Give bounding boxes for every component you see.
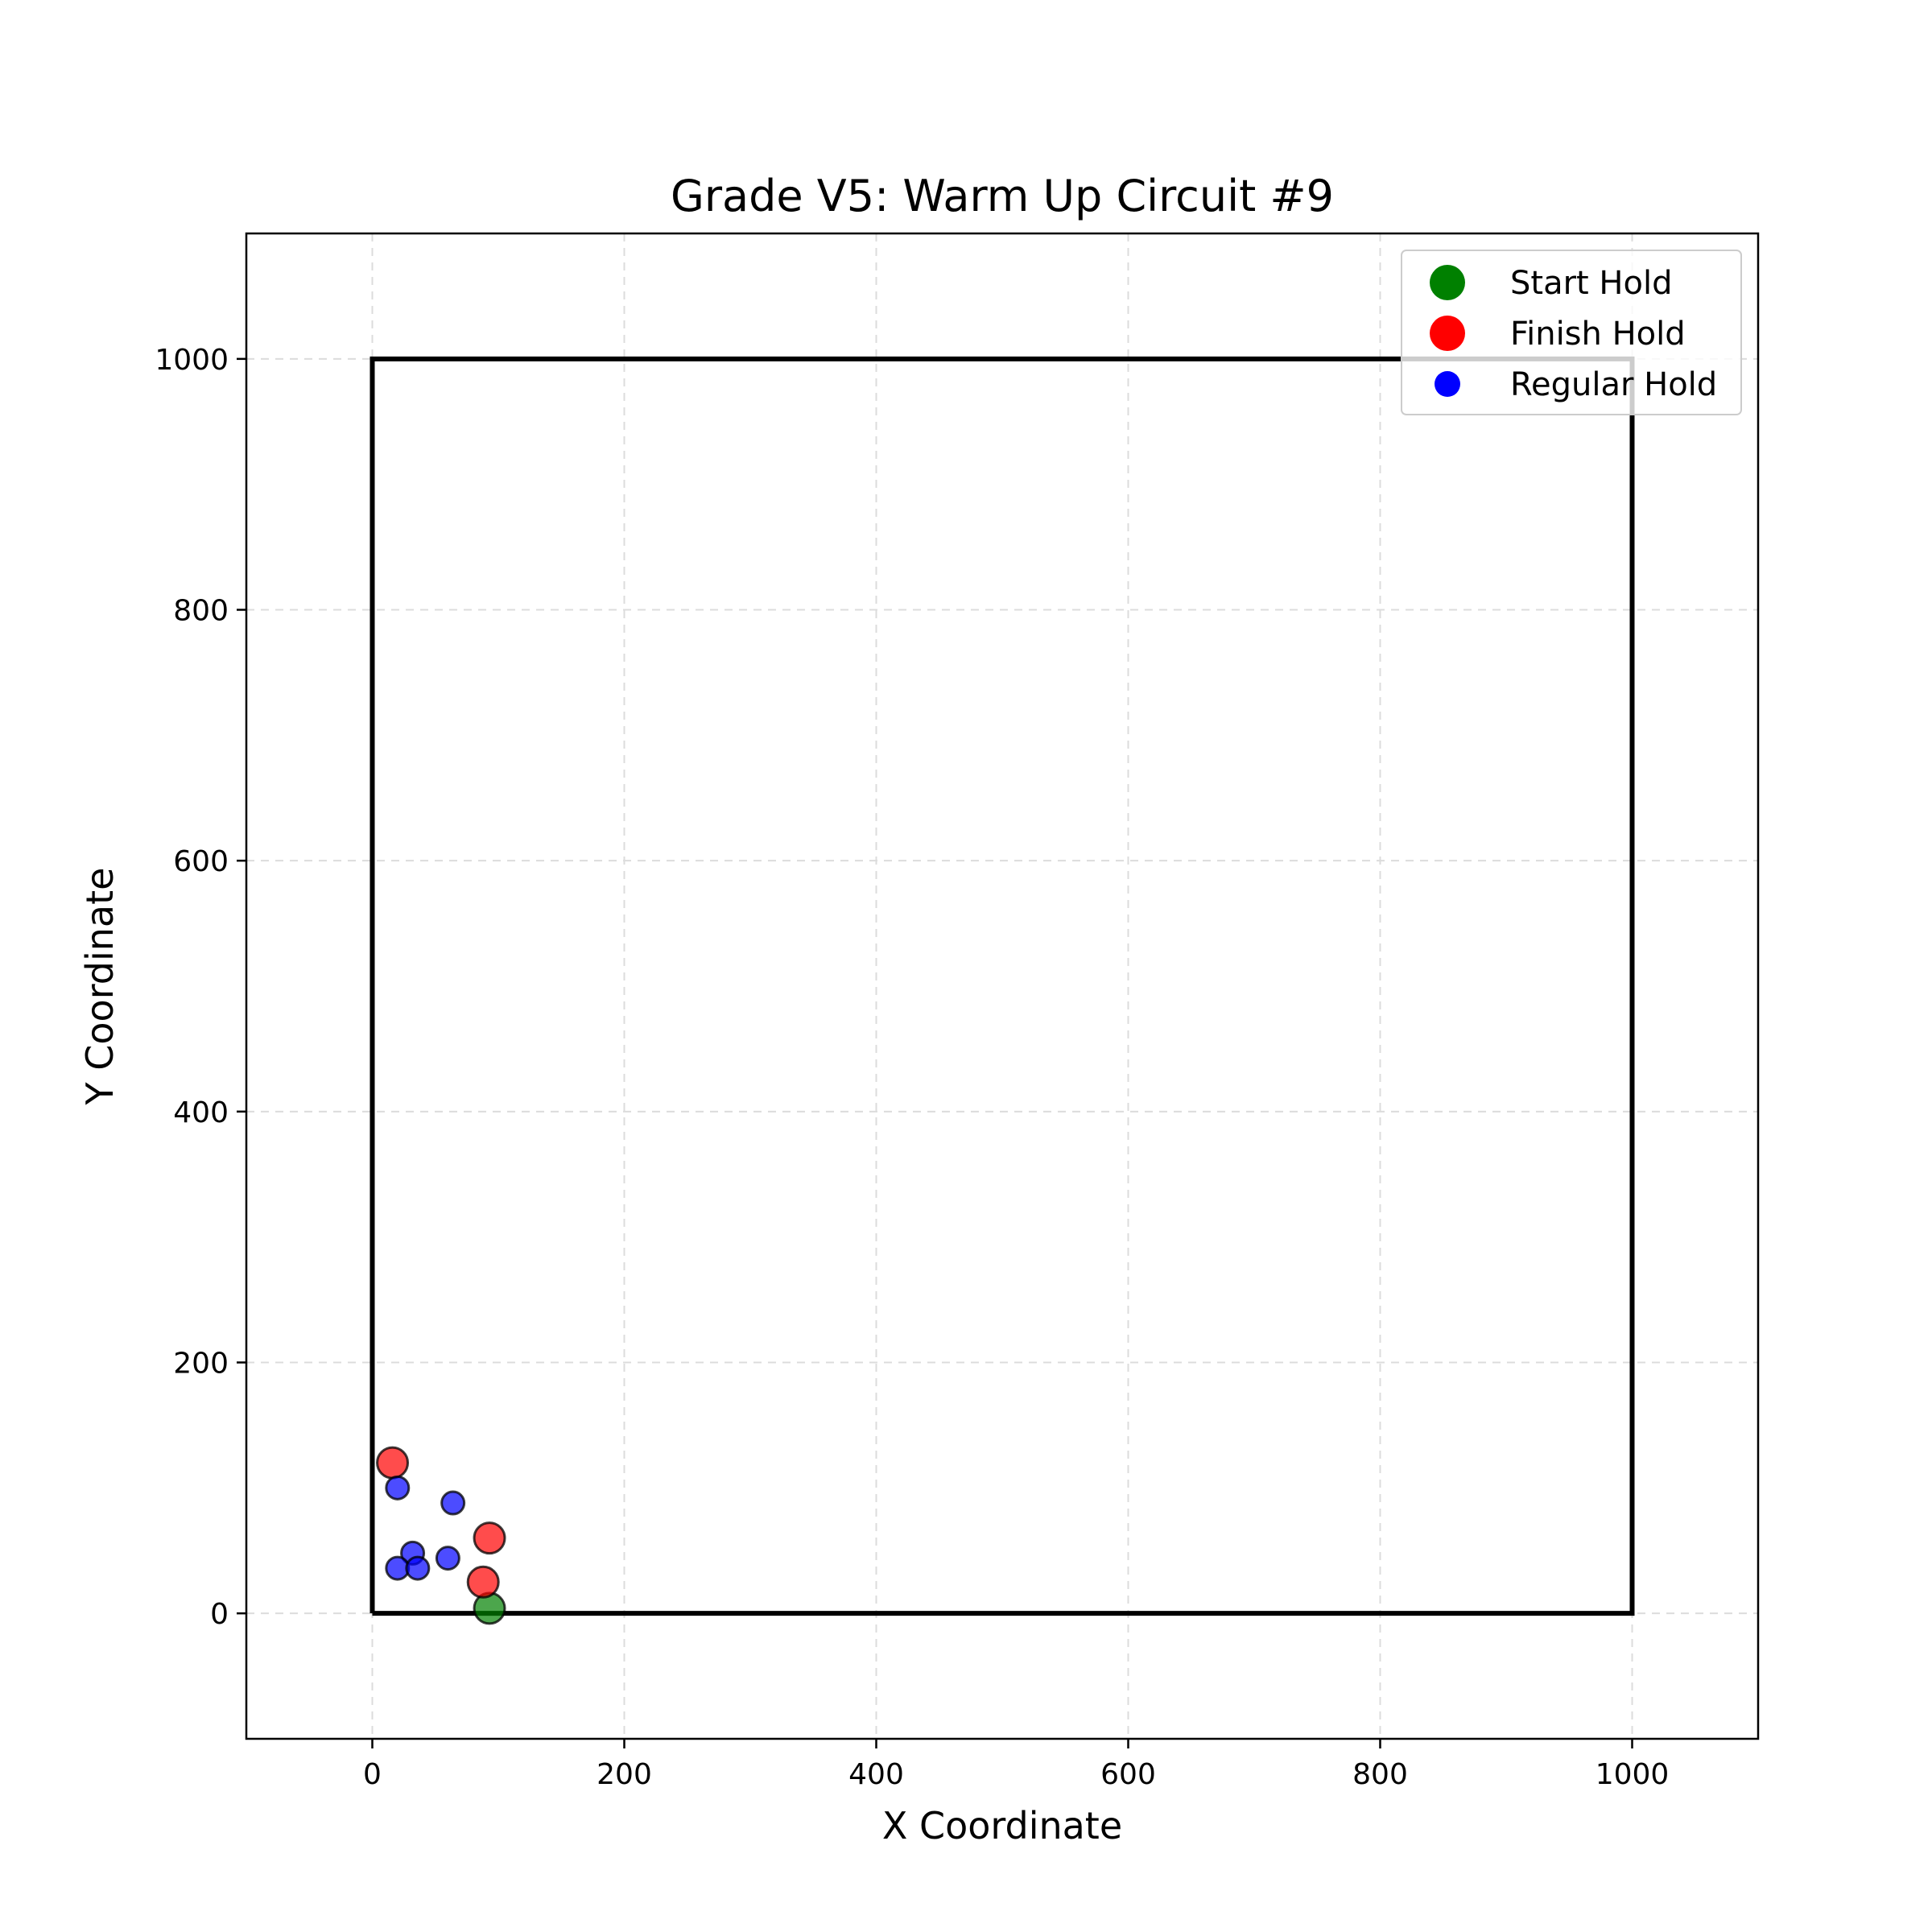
hold-points [376,1446,506,1625]
legend-label: Start Hold [1510,265,1672,302]
data-point [435,1546,460,1571]
plot-frame [245,232,1760,1740]
y-axis-label: Y Coordinate [78,868,122,1106]
axis-ticks: 0 200 400 600 800 1000 0 200 400 600 800 1000 [155,344,1669,1791]
series-finish-hold [376,1446,506,1599]
y-tick-label: 800 [173,595,229,628]
data-point [385,1475,411,1501]
y-tick-label: 400 [173,1096,229,1129]
data-point [405,1555,431,1581]
y-tick-label: 0 [210,1598,229,1631]
legend-box [1401,250,1742,415]
legend-marker [1430,316,1465,351]
legend-label: Regular Hold [1510,366,1717,403]
legend-marker [1435,371,1460,397]
x-tick-label: 600 [1100,1758,1156,1791]
x-tick-label: 200 [597,1758,652,1791]
x-tick-label: 400 [848,1758,904,1791]
data-point [466,1565,500,1599]
legend-marker [1430,265,1465,300]
data-point [440,1490,466,1516]
data-point [376,1446,410,1480]
x-tick-label: 0 [363,1758,382,1791]
y-tick-label: 1000 [155,344,229,377]
series-regular-hold [385,1475,466,1581]
chart-title: Grade V5: Warm Up Circuit #9 [671,171,1334,221]
y-tick-label: 600 [173,845,229,878]
legend: Start Hold Finish Hold Regular Hold [1401,250,1742,415]
x-tick-label: 800 [1352,1758,1408,1791]
data-point [473,1521,506,1555]
x-tick-label: 1000 [1596,1758,1670,1791]
x-axis-label: X Coordinate [882,1804,1122,1847]
y-tick-label: 200 [173,1348,229,1381]
legend-label: Finish Hold [1510,316,1686,353]
